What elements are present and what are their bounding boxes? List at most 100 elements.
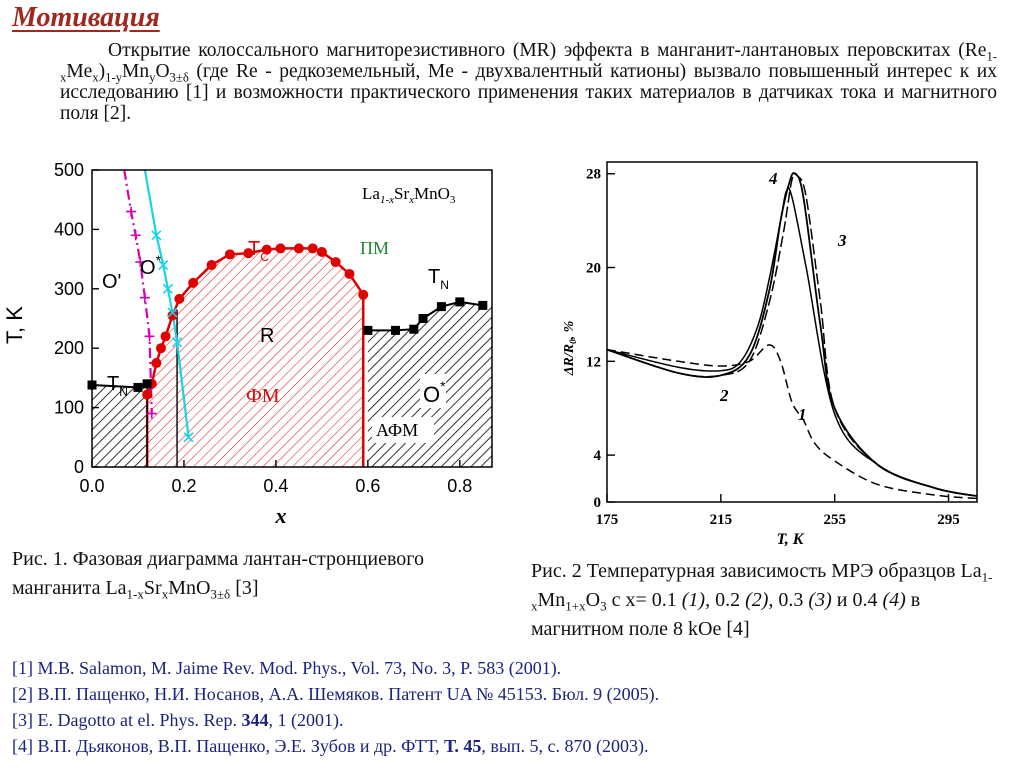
y-tick-label-2: 28 <box>586 167 601 183</box>
y-tick-label-2: 0 <box>594 495 602 511</box>
low-x-afm-region <box>92 383 148 467</box>
tc-point <box>167 310 178 321</box>
o-prime-point <box>135 257 146 268</box>
tc-point <box>243 248 254 259</box>
tc-point <box>293 243 304 254</box>
mr-curve-2 <box>606 187 978 497</box>
o-prime-line <box>123 170 153 414</box>
curve-label-1: 1 <box>798 405 807 424</box>
plot-frame <box>91 169 493 468</box>
x-tick-label: 0.4 <box>263 476 288 496</box>
region-pm: ПМ <box>360 238 389 258</box>
tc-point <box>174 293 185 304</box>
o-prime-point <box>130 230 141 241</box>
tc-point <box>224 249 235 260</box>
plot-frame-2 <box>606 161 978 503</box>
region-r: R <box>260 325 274 347</box>
x-tick-label-2: 215 <box>710 512 733 528</box>
tc-point <box>261 244 272 255</box>
x-axis-label-2: T, K <box>777 531 805 548</box>
x-tick-label-2: 255 <box>823 512 846 528</box>
o-star-point <box>183 432 194 443</box>
region-afm: АФМ <box>376 420 418 440</box>
o-star-right-bg <box>420 374 446 408</box>
tn-point <box>133 382 143 392</box>
tc-point <box>307 243 318 254</box>
o-star-point <box>158 259 169 271</box>
fm-region <box>147 248 364 467</box>
mr-curve-4 <box>606 172 978 497</box>
mr-curve-3 <box>606 172 978 497</box>
y-tick-label: 100 <box>54 398 84 418</box>
figure1-caption: Рис. 1. Фазовая диаграмма лантан-стронци… <box>12 548 424 602</box>
tn-left-label: TN <box>107 373 128 399</box>
y-tick-label-2: 12 <box>586 354 601 370</box>
reference-item: [1] M.B. Salamon, M. Jaime Rev. Mod. Phy… <box>12 658 562 678</box>
curve-label-4: 4 <box>768 169 778 188</box>
y-tick-label-2: 20 <box>586 261 601 277</box>
y-tick-label-2: 4 <box>594 448 602 464</box>
tc-point <box>142 389 153 400</box>
tc-point <box>151 358 162 369</box>
tc-point <box>358 289 369 300</box>
y-tick-label: 0 <box>74 457 84 477</box>
reference-item: [2] В.П. Пащенко, Н.И. Носанов, А.А. Шем… <box>12 684 660 704</box>
o-prime-point <box>144 331 155 342</box>
region-o-prime: O' <box>102 271 121 293</box>
tn-point <box>390 325 400 335</box>
x-tick-label: 0.6 <box>355 476 380 496</box>
tn-right-label: TN <box>428 266 449 292</box>
formula-label: La1-xSrxMnO3 <box>362 184 456 206</box>
tn-point <box>478 300 488 310</box>
page-title: Мотивация <box>12 2 160 33</box>
y-tick-label: 400 <box>54 219 84 239</box>
tc-point <box>275 243 286 254</box>
x-tick-label: 0.8 <box>447 476 472 496</box>
tc-label: TC <box>248 238 269 264</box>
o-prime-point <box>146 408 157 419</box>
reference-item: [4] В.П. Дьяконов, В.П. Пащенко, Э.Е. Зу… <box>12 736 649 756</box>
intro-paragraph: Открытие колоссального магниторезистивно… <box>60 40 997 124</box>
figure2-caption: Рис. 2 Температурная зависимость МРЭ обр… <box>531 560 993 640</box>
tc-point <box>316 246 327 257</box>
references-list: [1] M.B. Salamon, M. Jaime Rev. Mod. Phy… <box>12 655 1012 759</box>
tc-point <box>155 343 166 354</box>
tc-point <box>330 257 341 268</box>
x-tick-label: 0.0 <box>79 476 104 496</box>
y-tick-label: 500 <box>54 160 84 180</box>
tc-point <box>206 260 217 271</box>
y-axis-label: T, K <box>2 306 27 344</box>
curve-label-2: 2 <box>719 386 729 405</box>
tc-point <box>188 277 199 288</box>
region-fm: ФМ <box>246 385 280 407</box>
region-o-star-right: O* <box>423 378 446 407</box>
y-tick-label: 200 <box>54 338 84 358</box>
x-tick-label-2: 295 <box>937 512 960 528</box>
o-star-point <box>171 337 183 348</box>
curve-label-3: 3 <box>837 231 847 250</box>
tn-point <box>455 297 465 307</box>
reference-item: [3] E. Dagotto at el. Phys. Rep. 344, 1 … <box>12 710 344 730</box>
y-axis-label-2: ΔR/R0, % <box>562 321 578 377</box>
o-star-point <box>151 230 162 241</box>
tn-point <box>418 314 428 323</box>
y-tick-label: 300 <box>54 279 84 299</box>
x-tick-label-2: 175 <box>596 512 619 528</box>
mr-temperature-chart: 175 215 255 295 0 4 12 20 28 ΔR/R0, % T, K 1 2 3… <box>555 158 1005 550</box>
tc-point <box>160 331 171 342</box>
o-prime-point <box>126 206 137 217</box>
mr-curve-1 <box>606 344 978 500</box>
tc-point <box>344 268 355 279</box>
x-tick-label: 0.2 <box>171 476 196 496</box>
x-axis-label: x <box>275 503 287 528</box>
tn-point <box>409 324 419 334</box>
tn-point <box>363 325 373 335</box>
o-star-point <box>167 307 178 318</box>
o-prime-point <box>139 292 150 303</box>
phase-diagram: 0.0 0.2 0.4 0.6 0.8 0 100 200 300 400 500 T, K x L… <box>0 155 540 535</box>
tn-point <box>436 302 446 312</box>
tn-point <box>142 379 152 389</box>
region-o-star-left: O* <box>140 252 162 279</box>
afm-label-bg <box>372 417 434 443</box>
o-star-point <box>162 283 173 294</box>
